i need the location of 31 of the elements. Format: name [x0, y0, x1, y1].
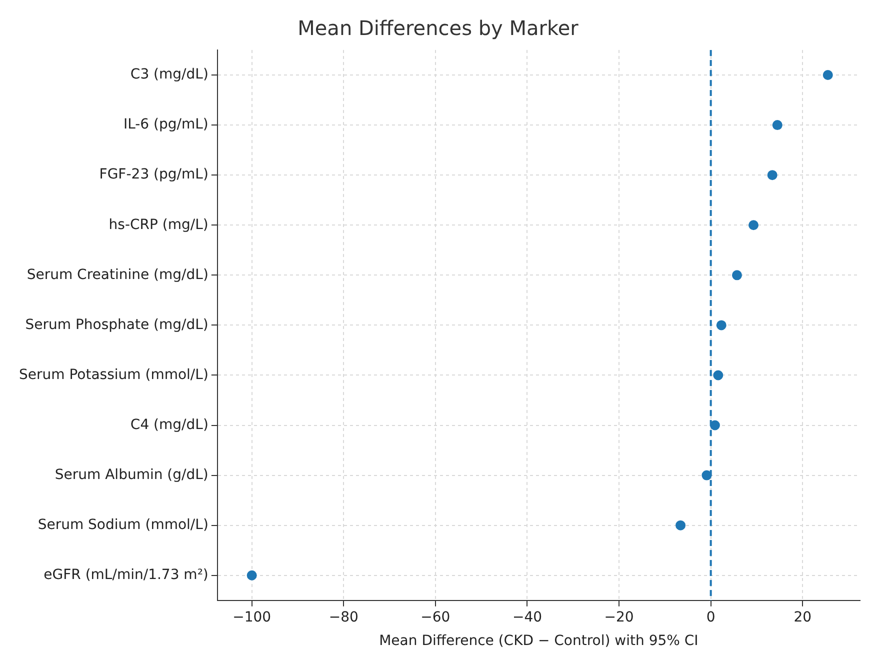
x-tick-label: −40: [512, 609, 542, 626]
point: [676, 520, 686, 530]
y-tick-label: Serum Potassium (mmol/L): [18, 366, 208, 383]
y-tick-label: eGFR (mL/min/1.73 m²): [44, 567, 208, 584]
y-tick-label: C3 (mg/dL): [130, 66, 208, 83]
x-tick-label: 20: [794, 609, 812, 626]
point: [716, 320, 726, 330]
point: [767, 170, 778, 180]
point: [713, 370, 724, 380]
x-tick-label: −80: [328, 609, 358, 626]
x-tick-label: −60: [420, 609, 450, 626]
point: [822, 70, 833, 80]
x-tick-label: −20: [604, 609, 634, 626]
point: [772, 120, 782, 130]
y-tick-label: Serum Phosphate (mg/dL): [25, 316, 208, 333]
point: [710, 420, 720, 430]
point: [748, 220, 759, 230]
y-tick-label: FGF-23 (pg/mL): [99, 166, 208, 183]
x-axis-title: Mean Difference (CKD − Control) with 95% CI: [379, 633, 698, 650]
y-tick-label: Serum Sodium (mmol/L): [38, 516, 208, 533]
chart-title: Mean Differences by Marker: [298, 16, 580, 40]
point: [246, 570, 257, 580]
y-tick-label: hs-CRP (mg/L): [108, 216, 208, 233]
y-tick-label: Serum Creatinine (mg/dL): [26, 266, 208, 283]
x-tick-label: 0: [706, 609, 716, 626]
y-tick-label: Serum Albumin (g/dL): [54, 466, 208, 483]
y-tick-label: IL-6 (pg/mL): [123, 116, 208, 133]
point: [702, 470, 712, 480]
y-tick-label: C4 (mg/dL): [130, 416, 208, 433]
x-tick-label: −100: [232, 609, 272, 626]
point: [732, 270, 742, 280]
